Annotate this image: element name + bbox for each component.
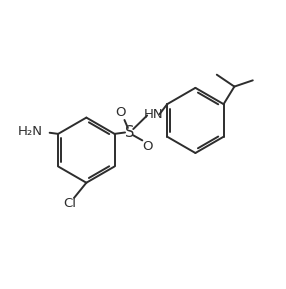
Text: H₂N: H₂N xyxy=(17,125,43,138)
Text: Cl: Cl xyxy=(63,197,76,210)
Text: O: O xyxy=(143,140,153,153)
Text: HN: HN xyxy=(144,108,163,121)
Text: S: S xyxy=(125,125,134,140)
Text: O: O xyxy=(116,106,126,119)
